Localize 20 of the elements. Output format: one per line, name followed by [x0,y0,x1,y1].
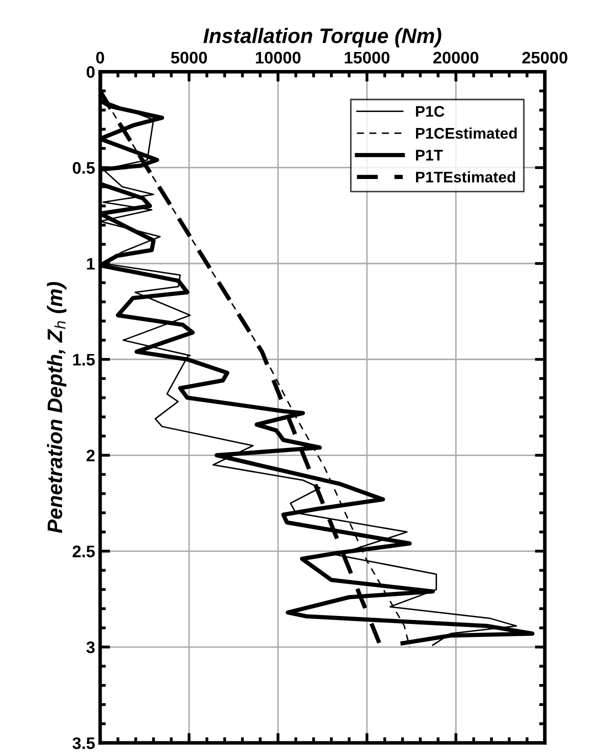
x-tick-label: 25000 [522,52,568,64]
x-axis-title: Installation Torque (Nm) [203,28,442,48]
y-tick-label: 1 [87,258,95,270]
x-tick-label: 15000 [344,52,390,64]
y-tick-label: 3 [86,641,95,654]
legend-label: P1T [416,150,443,160]
x-tick-label: 10000 [256,52,300,64]
x-tick-label: 0 [96,52,104,64]
x-tick-label: 20000 [433,52,478,64]
legend-label: P1C [416,106,444,117]
y-tick-label: 2 [86,450,95,462]
y-tick-label: 1.5 [73,354,95,366]
x-tick-label: 5000 [171,52,207,64]
legend-label: P1TEstimated [416,171,516,182]
y-tick-label: 2.5 [72,546,95,558]
y-tick-label: 3.5 [72,737,95,750]
y-tick-label: 0.5 [72,162,95,174]
y-tick-label: 0 [86,66,95,78]
legend-label: P1CEstimated [416,127,517,139]
y-axis-title: Penetration Depth, Z$_{h}$ (m) [46,282,66,533]
